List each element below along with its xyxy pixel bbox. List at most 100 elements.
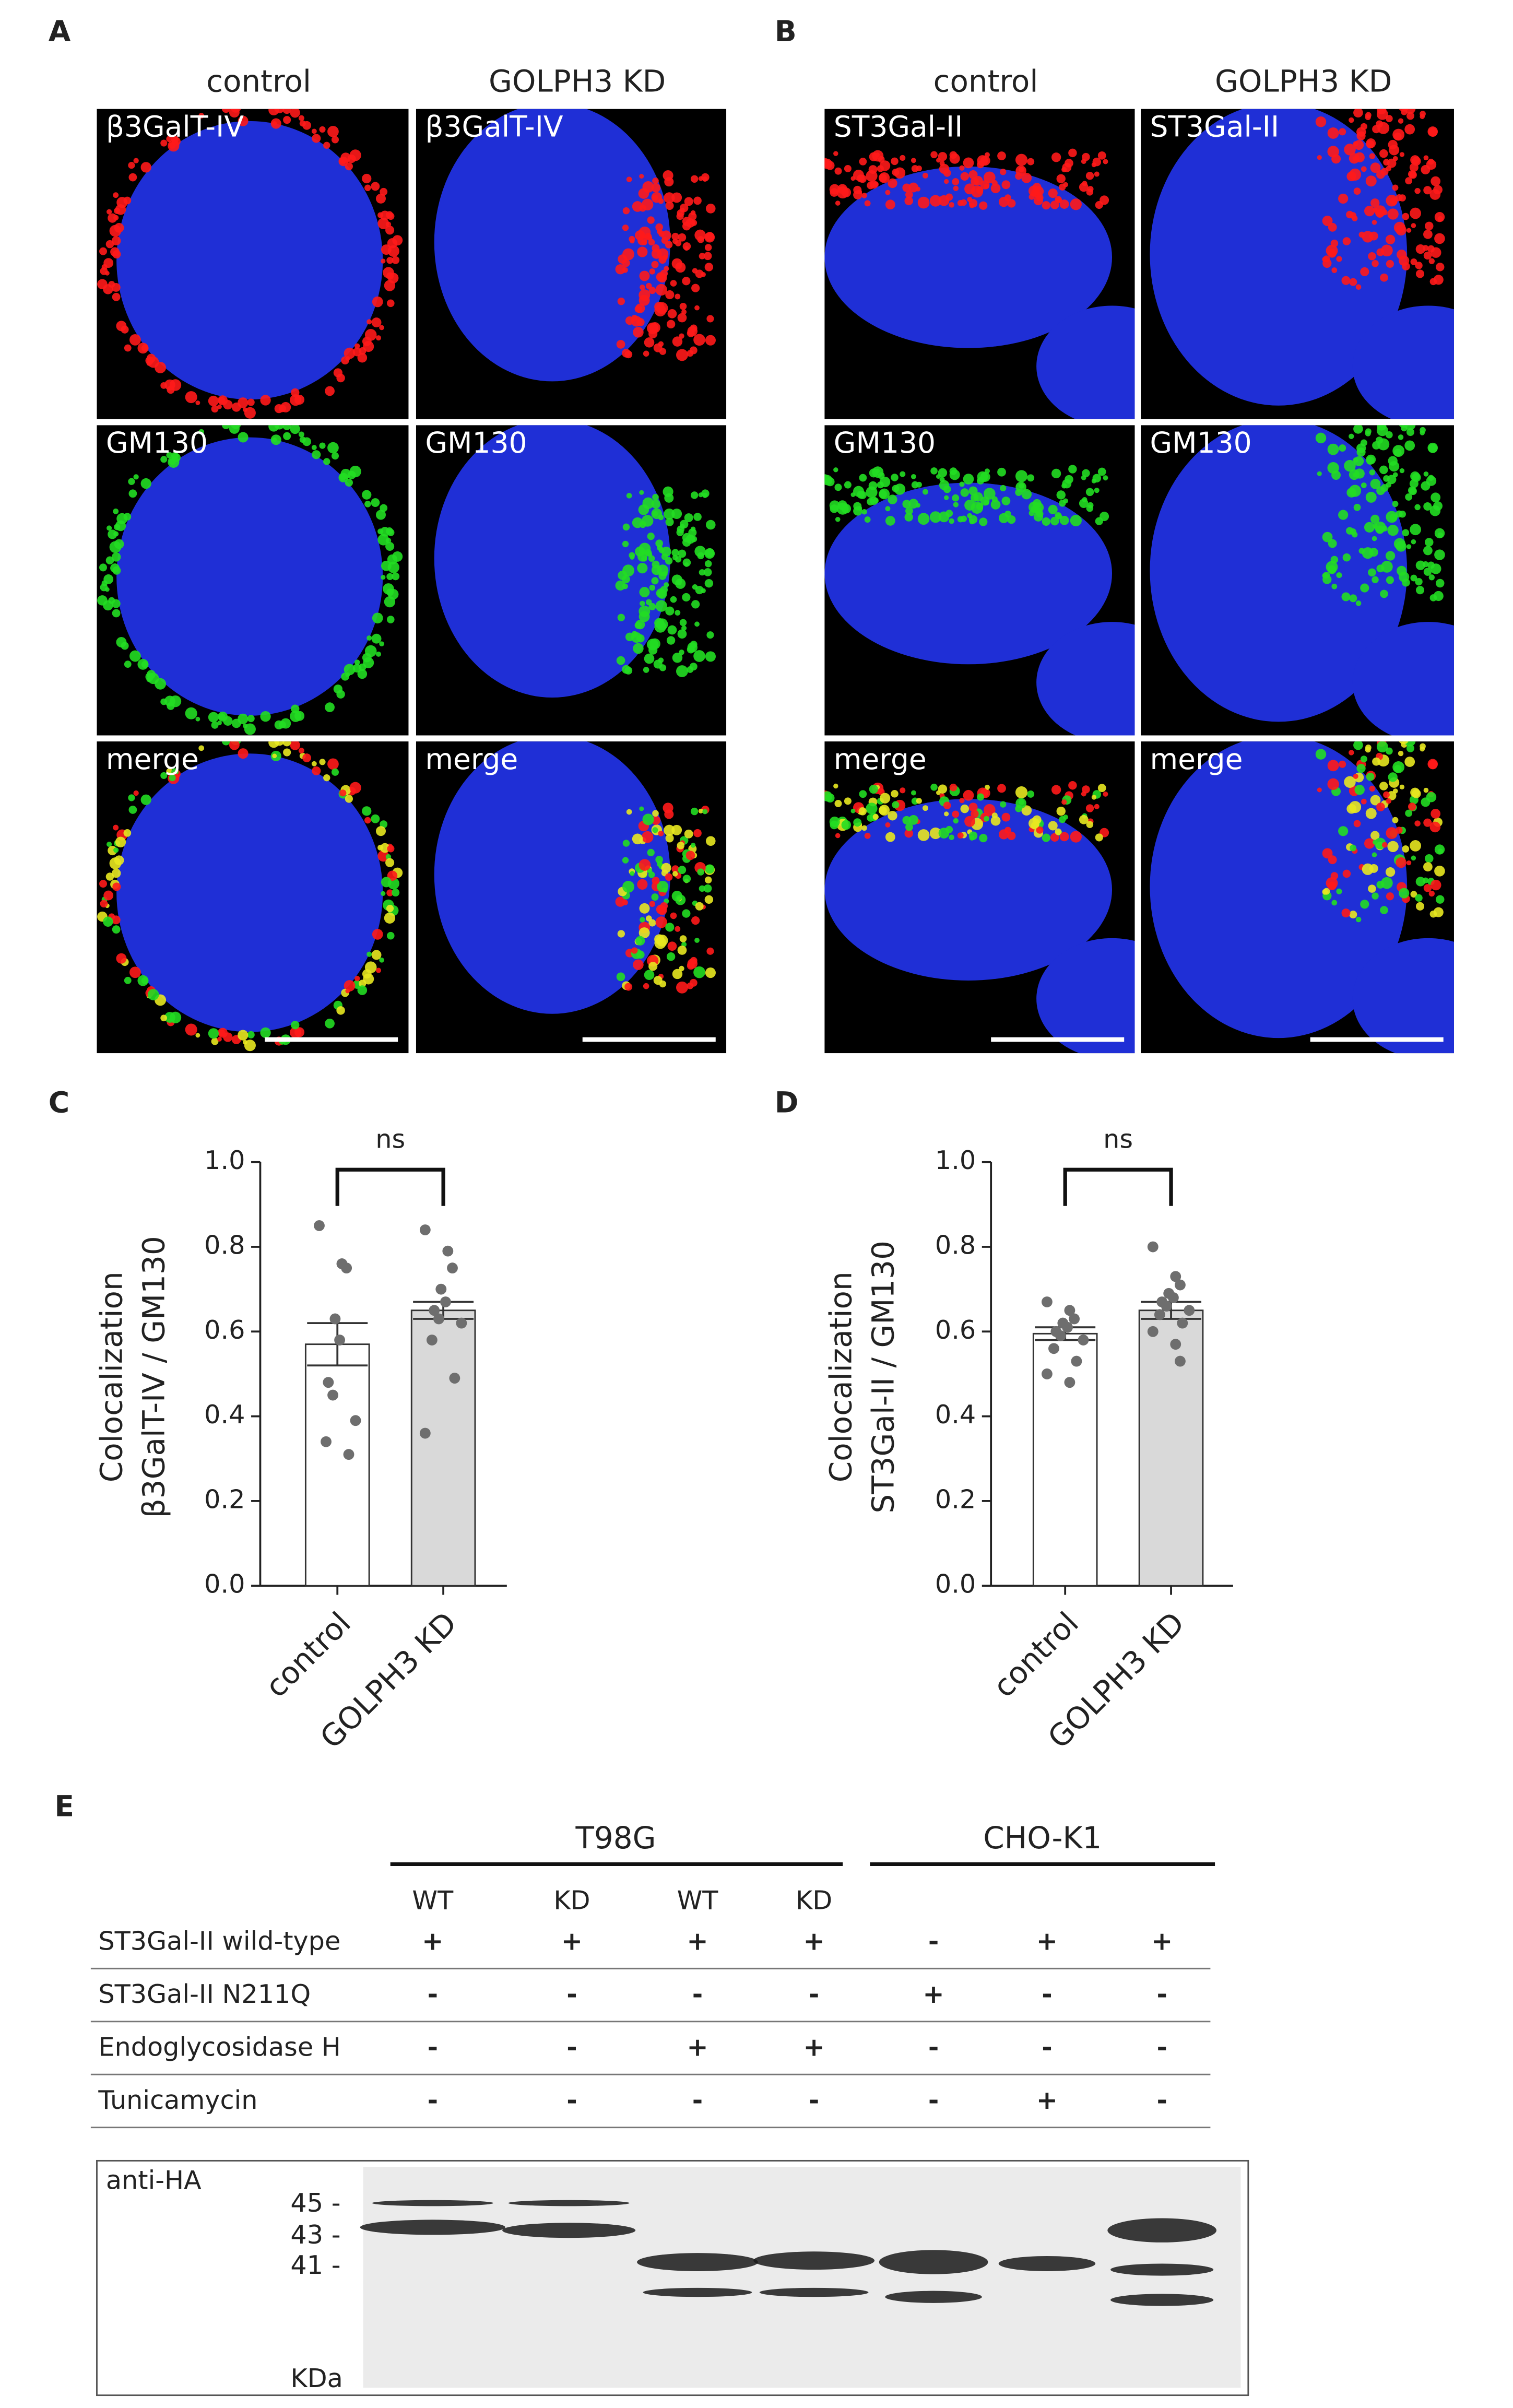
signal [339,157,347,164]
signal [221,741,230,746]
signal [699,885,705,892]
signal [1410,471,1420,481]
signal [633,327,644,338]
signal [112,925,121,934]
signal [695,586,704,595]
signal [671,509,682,520]
signal [114,855,124,866]
signal [298,748,304,754]
signal [1404,109,1416,114]
signal [904,513,913,522]
signal [100,267,108,275]
signal [1029,818,1040,829]
signal [1423,884,1432,892]
signal [671,258,682,269]
signal [929,827,942,840]
signal [147,356,159,368]
signal [850,492,856,497]
signal [195,1033,200,1038]
signal [128,478,135,485]
signal [885,190,891,195]
signal [290,109,300,118]
signal [1368,568,1376,577]
signal [1436,579,1445,588]
signal [682,277,691,286]
signal [128,161,135,169]
signal [375,193,386,204]
signal [693,829,702,837]
signal [957,199,964,206]
signal [1353,187,1361,195]
image-content [97,109,403,419]
signal [1103,791,1108,797]
signal [1339,444,1346,452]
bar [410,1309,476,1587]
signal [984,488,996,500]
signal [1376,802,1385,811]
signal [1385,867,1396,877]
signal [1376,486,1385,495]
y-tick-label: 0.0 [204,1569,245,1599]
signal [1331,267,1338,273]
signal [384,280,396,291]
signal [704,876,712,884]
signal [1050,200,1059,209]
signal [1353,457,1358,463]
signal [878,806,887,815]
signal [916,166,922,172]
signal [1396,225,1406,235]
signal [1341,276,1351,285]
signal [115,520,126,532]
signal [702,176,708,182]
signal [1379,782,1388,790]
signal [641,831,654,843]
signal [1085,488,1094,497]
signal [339,473,347,480]
signal [1406,428,1414,436]
signal [367,319,372,325]
signal [1404,440,1415,451]
signal [1372,536,1377,541]
signal [1323,571,1330,579]
blot-band [643,2287,752,2297]
signal [1406,112,1414,120]
signal [655,223,663,231]
signal [624,983,633,991]
treatment-mark: - [1156,2032,1167,2062]
signal [185,707,197,719]
signal [160,382,168,389]
signal [657,905,667,915]
signal [685,851,695,860]
signal [1423,471,1429,477]
signal [375,510,386,520]
signal [1405,809,1413,817]
signal [964,183,975,195]
y-tick-label: 0.2 [204,1484,245,1514]
signal [1004,510,1011,517]
signal [869,784,878,794]
signal [112,292,121,301]
signal [244,723,256,735]
signal [960,488,969,497]
signal [694,621,700,627]
signal [1327,127,1339,139]
signal [364,817,371,824]
signal [1323,888,1330,895]
signal [658,831,664,836]
x-tick-label: control [258,1605,358,1704]
signal [637,879,648,890]
signal [1346,488,1357,498]
signal [917,829,930,841]
signal [949,834,954,841]
signal [666,636,676,645]
signal [319,126,326,133]
signal [1029,185,1040,197]
signal [1398,750,1404,757]
signal [1434,233,1445,244]
data-point [442,1245,454,1257]
treatment-mark: - [1156,2085,1167,2115]
signal [867,814,874,822]
data-point [329,1313,341,1325]
signal [1414,188,1421,194]
signal [665,517,674,526]
